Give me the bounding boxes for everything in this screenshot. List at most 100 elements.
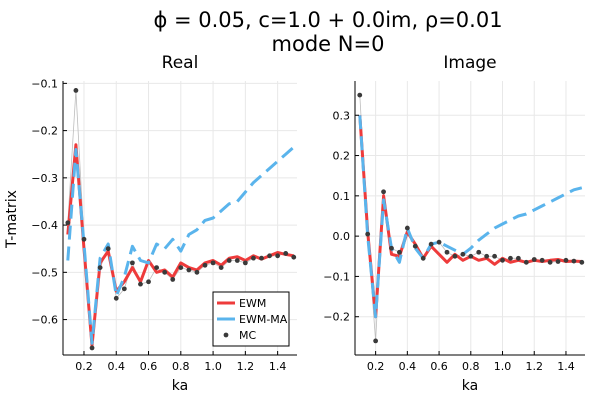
real-x-tick-label: 1.2 [237,360,255,373]
real-y-tick-label: −0.3 [31,172,58,185]
real-mc-point [275,253,281,259]
real-axes: 0.2 0.4 0.6 0.8 1.0 1.2 1.4 −0.6 −0.5 −0.4 −0.3 −0.… [31,77,297,373]
real-mc-point [291,254,297,260]
image-mc-point [389,245,394,251]
image-mc-point [381,189,386,195]
real-mc-point [178,265,184,271]
image-mc-point [476,249,482,255]
legend-label-ewm: EWM [239,297,266,310]
image-mc-point [404,225,410,231]
real-plot-area [65,88,297,351]
image-ewm-ma-line [358,115,583,319]
image-mc-point [428,241,434,247]
real-mc-point [73,88,79,93]
real-mc-point [129,260,135,266]
real-mc-point [154,265,160,271]
real-y-tick-label: −0.1 [31,77,58,90]
image-mc-point [444,249,450,255]
image-mc-point [539,257,545,263]
real-mc-point [210,260,216,266]
real-mc-point [65,220,71,226]
real-mc-point [267,253,272,259]
image-x-tick-label: 1.0 [494,360,512,373]
real-x-tick-label: 0.6 [140,360,158,373]
real-mc-point [218,265,224,271]
image-x-tick-label: 1.2 [525,360,543,373]
image-mc-point [547,259,553,265]
image-y-tick-label: 0.2 [333,150,351,163]
real-x-tick-label: 0.4 [108,360,126,373]
image-x-tick-label: 0.8 [462,360,480,373]
real-panel-title: Real [162,53,199,73]
real-ewm-line [66,143,295,348]
real-mc-point [226,258,232,263]
image-mc-point [531,257,537,262]
image-y-tick-label: 0.0 [333,230,351,243]
image-mc-point [365,231,371,237]
real-mc-point [283,251,289,256]
real-x-axis-label: ka [172,378,188,394]
image-y-tick-label: −0.2 [323,311,350,324]
image-mc-point [452,253,458,259]
image-x-tick-label: 0.4 [399,360,417,373]
real-mc-point [113,295,119,301]
image-y-tick-label: −0.1 [323,270,350,283]
image-mc-point [412,243,418,249]
real-ewm-ma-line [66,145,295,345]
real-mc-point [81,236,87,242]
real-mc-point [105,246,111,252]
legend-label-ewm-ma: EWM-MA [239,313,288,326]
image-mc-point [357,92,363,98]
real-mc-point [259,255,264,261]
real-mc-point [146,279,151,285]
image-plot-area [357,92,585,344]
image-mc-point [508,255,513,261]
real-mc-point [194,269,200,275]
real-x-tick-label: 1.4 [269,360,287,373]
real-y-tick-label: −0.4 [31,219,58,232]
image-mc-point [420,255,426,261]
image-mc-point [563,257,569,263]
image-mc-point [515,255,521,261]
image-mc-point [492,253,497,259]
figure-title-line1: ϕ = 0.05, c=1.0 + 0.0im, ρ=0.01 [153,8,502,32]
image-mc-point [571,258,577,264]
real-mc-point [97,265,103,271]
real-mc-point [242,260,248,266]
image-axes: 0.2 0.4 0.6 0.8 1.0 1.2 1.4 −0.2 −0.1 0.0 0.1 0.2 0.… [323,81,585,373]
image-mc-point [555,259,561,264]
image-x-tick-label: 0.2 [367,360,385,373]
real-x-tick-label: 0.2 [75,360,93,373]
legend: EWM EWM-MA MC [212,291,290,347]
real-mc-point [121,286,127,292]
real-series-group [65,88,297,351]
image-x-tick-label: 1.4 [557,360,575,373]
image-mc-point [523,259,529,265]
image-mc-point [579,259,585,265]
real-mc-point [162,269,168,275]
real-x-tick-label: 1.0 [204,360,222,373]
image-mc-point [484,253,490,259]
image-y-tick-label: 0.3 [333,109,351,122]
real-mc-point [234,258,240,263]
image-panel-title: Image [443,53,496,73]
image-mc-point [373,338,379,344]
image-mc-point [397,249,402,255]
real-panel: Real ka T-matrix 0.2 0.4 0.6 0.8 1.0 1.2 1.4 −0… [4,53,297,394]
image-mc-point [468,253,474,259]
real-mc-point [170,277,176,282]
image-panel: Image ka 0.2 0.4 0.6 0.8 1.0 1.2 1.4 −0.2 −0.1 0.… [323,53,585,394]
legend-label-mc: MC [239,329,256,342]
image-mc-point [460,251,466,257]
real-y-tick-label: −0.2 [31,125,58,138]
real-mc-point [186,267,192,273]
image-series-group [357,92,585,344]
image-x-tick-label: 0.6 [430,360,448,373]
image-x-axis-label: ka [462,378,478,394]
legend-swatch-mc [223,332,229,338]
real-mc-point [138,281,143,287]
real-mc-point [202,262,208,268]
real-mc-point [89,345,95,351]
